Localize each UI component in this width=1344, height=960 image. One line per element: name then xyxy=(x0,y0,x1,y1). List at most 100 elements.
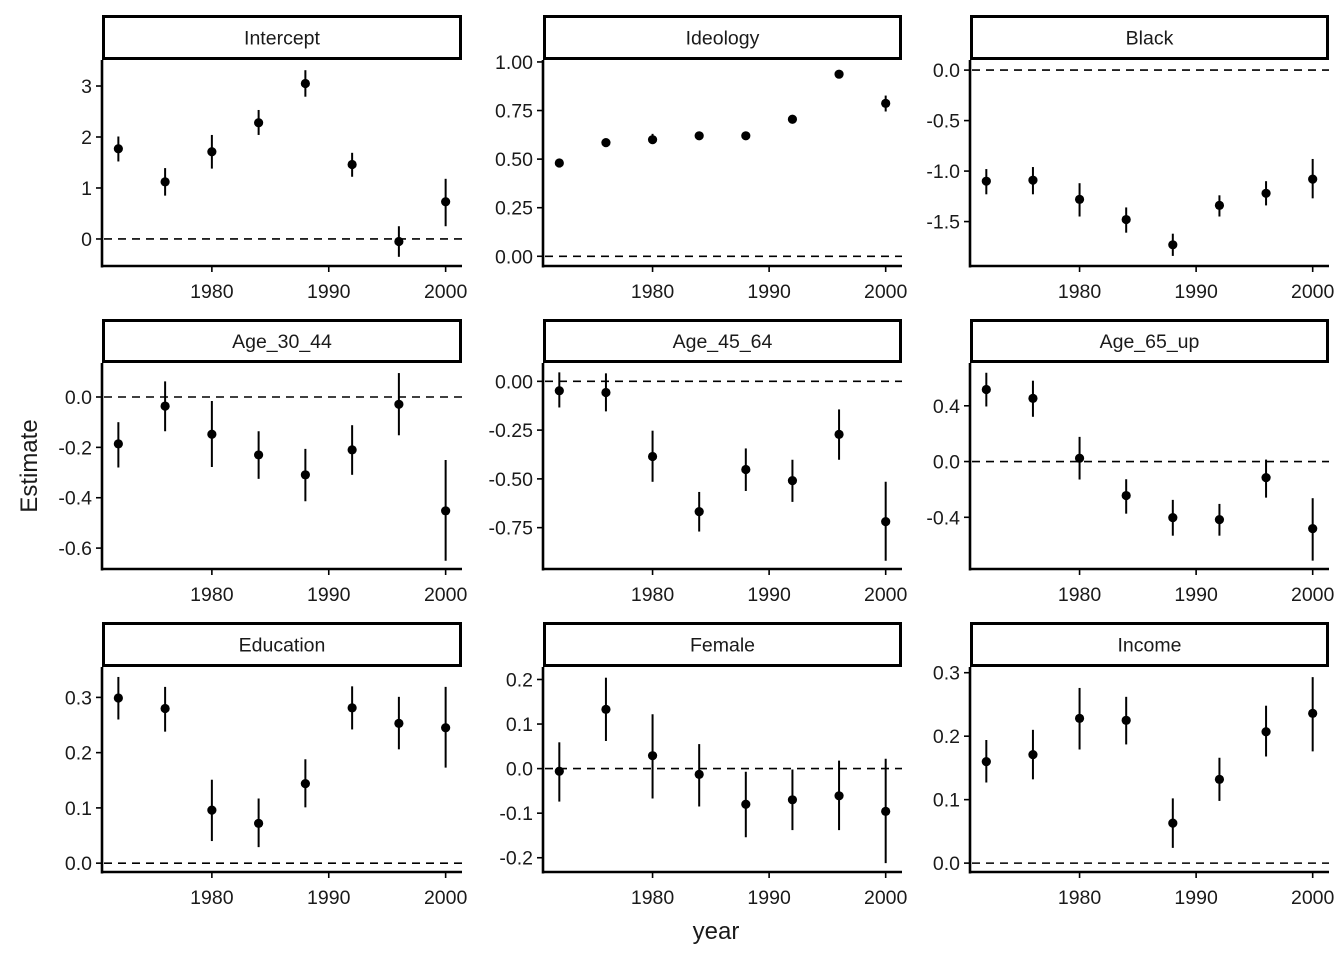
x-tick-label: 1980 xyxy=(1058,584,1102,606)
estimate-point xyxy=(741,464,751,475)
estimate-point xyxy=(441,506,451,516)
facet-panel-age_45_64: Age_45_64 0.00 -0.25 -0.50 -0.75 1980 1990 2000 xyxy=(489,319,908,606)
estimate-point xyxy=(981,176,991,186)
estimate-point xyxy=(1261,727,1271,737)
y-tick-label: 0.25 xyxy=(495,198,533,220)
estimate-point xyxy=(694,131,704,141)
estimate-point xyxy=(1028,175,1038,185)
estimate-point xyxy=(601,704,611,714)
estimate-point xyxy=(254,818,264,828)
x-tick-label: 2000 xyxy=(424,584,468,606)
facet-strip-label: Ideology xyxy=(686,28,760,50)
facet-panel-black: Black 0.0 -0.5 -1.0 -1.5 1980 1990 2000 xyxy=(926,15,1335,303)
y-tick-label: -0.25 xyxy=(489,420,534,442)
estimate-point xyxy=(881,516,891,527)
y-tick-label: 0.0 xyxy=(933,853,960,875)
estimate-point xyxy=(554,158,564,168)
x-tick-label: 1990 xyxy=(307,281,351,303)
facet-panel-female: Female 0.2 0.1 0.0 -0.1 -0.2 1980 1990 2000 xyxy=(499,622,908,909)
estimate-point xyxy=(1121,715,1131,725)
facet-panel-intercept: Intercept 0 1 2 3 1980 1990 2000 xyxy=(81,15,468,303)
x-tick-label: 1980 xyxy=(631,584,675,606)
estimate-point xyxy=(300,778,310,789)
estimate-point xyxy=(647,751,658,761)
estimate-point xyxy=(1028,749,1038,760)
estimate-point xyxy=(741,799,751,809)
y-tick-label: 0.1 xyxy=(933,790,960,812)
estimate-point xyxy=(1261,472,1271,483)
facet-strip xyxy=(970,15,1329,60)
facet-strip xyxy=(970,319,1329,363)
y-tick-label: 1.00 xyxy=(495,52,533,74)
estimate-point xyxy=(254,450,264,460)
estimate-point xyxy=(694,769,704,780)
y-tick-label: 1 xyxy=(81,178,92,200)
x-tick-label: 1990 xyxy=(307,584,351,606)
estimate-point xyxy=(113,439,123,449)
estimate-point xyxy=(254,118,264,128)
x-tick-label: 1980 xyxy=(1058,887,1102,909)
estimate-point xyxy=(1121,490,1131,501)
y-tick-label: 0.0 xyxy=(506,759,533,781)
y-tick-label: -0.2 xyxy=(499,848,533,870)
x-tick-label: 1980 xyxy=(190,281,234,303)
estimate-point xyxy=(881,98,891,108)
y-tick-label: 0.1 xyxy=(65,798,92,820)
facet-strip xyxy=(543,15,902,60)
x-tick-label: 1980 xyxy=(1058,281,1102,303)
facet-strip-label: Black xyxy=(1126,28,1174,50)
estimate-point xyxy=(113,144,123,154)
x-tick-label: 1990 xyxy=(747,887,791,909)
estimate-point xyxy=(300,470,310,480)
estimate-point xyxy=(1121,214,1131,225)
estimate-point xyxy=(207,429,217,439)
y-tick-label: 0.2 xyxy=(506,669,533,691)
facet-strip-label: Income xyxy=(1118,635,1182,657)
facet-strip xyxy=(102,319,462,363)
y-tick-label: -0.5 xyxy=(926,111,960,133)
estimate-point xyxy=(1261,188,1271,198)
estimate-point xyxy=(554,386,564,396)
x-tick-label: 1990 xyxy=(1174,584,1218,606)
facet-panel-ideology: Ideology 0.00 0.25 0.50 0.75 1.00 1980 1990 2000 xyxy=(495,15,908,303)
estimate-point xyxy=(981,756,991,767)
estimate-point xyxy=(441,197,451,207)
y-tick-label: 0.00 xyxy=(495,246,533,268)
y-tick-label: -0.1 xyxy=(499,803,533,825)
y-tick-label: -0.75 xyxy=(489,518,534,540)
facet-panel-education: Education 0.0 0.1 0.2 0.3 1980 1990 2000 xyxy=(65,622,467,909)
estimate-point xyxy=(647,135,658,145)
x-tick-label: 2000 xyxy=(424,281,468,303)
facet-strip xyxy=(102,15,462,60)
estimate-point xyxy=(1214,515,1225,525)
x-tick-label: 1990 xyxy=(747,281,791,303)
y-tick-label: 0.0 xyxy=(933,60,960,82)
panels: Intercept 0 1 2 3 1980 1990 2000 Ideology 0.00 0.2… xyxy=(58,15,1335,909)
estimate-point xyxy=(207,147,217,157)
y-axis-label: Estimate xyxy=(16,419,43,512)
y-tick-label: 0.1 xyxy=(506,714,533,736)
y-tick-label: 0.0 xyxy=(65,853,92,875)
x-tick-label: 1990 xyxy=(747,584,791,606)
estimate-point xyxy=(347,159,357,170)
x-tick-label: 1980 xyxy=(631,887,675,909)
x-axis-label: year xyxy=(693,918,740,945)
estimate-point xyxy=(554,766,564,776)
estimate-point xyxy=(787,795,798,805)
estimate-point xyxy=(1074,453,1085,463)
facet-strip xyxy=(543,319,902,363)
x-tick-label: 1980 xyxy=(631,281,675,303)
estimate-point xyxy=(601,137,611,148)
estimate-point xyxy=(834,69,844,79)
x-tick-label: 2000 xyxy=(864,887,908,909)
estimate-point xyxy=(347,703,357,713)
estimate-point xyxy=(647,451,658,462)
x-tick-label: 1980 xyxy=(190,584,234,606)
estimate-point xyxy=(981,384,991,395)
facet-panel-age_30_44: Age_30_44 0.0 -0.2 -0.4 -0.6 1980 1990 2000 xyxy=(58,319,468,606)
x-tick-label: 2000 xyxy=(864,584,908,606)
y-tick-label: 0.3 xyxy=(933,663,960,685)
facet-panel-income: Income 0.0 0.1 0.2 0.3 1980 1990 2000 xyxy=(933,622,1335,909)
y-tick-label: 0.00 xyxy=(495,371,533,393)
